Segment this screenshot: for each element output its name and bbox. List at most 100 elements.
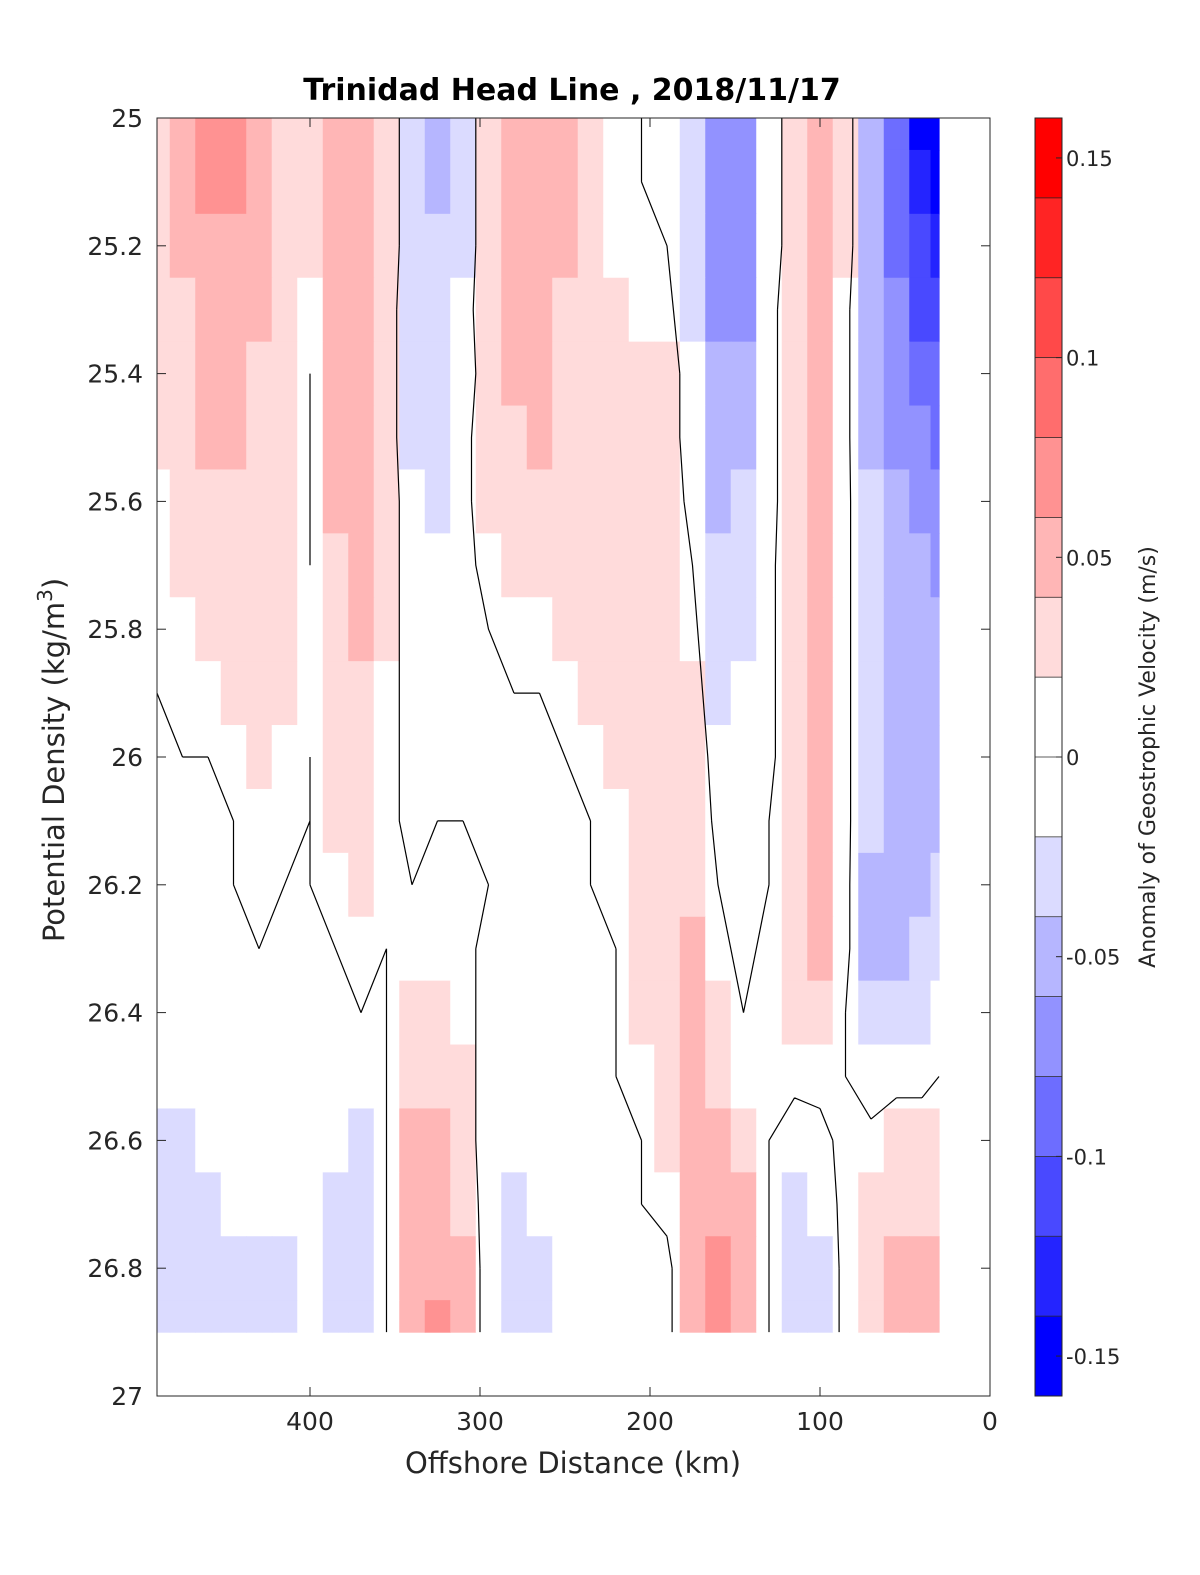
heatmap-cell <box>322 1300 349 1333</box>
heatmap-cell <box>883 341 910 407</box>
heatmap-cell <box>399 213 426 279</box>
heatmap-cell <box>246 469 273 534</box>
heatmap-cell <box>654 1108 681 1173</box>
heatmap-cell <box>450 725 477 790</box>
heatmap-cell <box>450 533 477 598</box>
heatmap-cell <box>577 469 604 534</box>
heatmap-cell <box>246 1108 273 1173</box>
heatmap-cell <box>220 341 247 407</box>
heatmap-cell <box>424 852 451 918</box>
heatmap-cell <box>781 1236 808 1301</box>
heatmap-cell <box>220 1300 247 1333</box>
heatmap-cell <box>628 277 655 343</box>
heatmap-cell <box>832 916 859 982</box>
heatmap-cell <box>679 1044 706 1110</box>
heatmap-cell <box>781 341 808 407</box>
heatmap-cell <box>399 725 426 790</box>
heatmap-cell <box>157 149 171 215</box>
heatmap-cell <box>603 277 630 343</box>
heatmap-cell <box>577 1300 604 1333</box>
heatmap-cell <box>157 661 171 726</box>
heatmap-cell <box>424 149 451 215</box>
heatmap-cell <box>628 213 655 279</box>
x-tick-label: 0 <box>982 1407 998 1436</box>
heatmap-cell <box>195 149 222 215</box>
heatmap-cell <box>679 852 706 918</box>
heatmap-cell <box>322 788 349 854</box>
heatmap-cell <box>322 852 349 918</box>
heatmap-cell <box>271 118 298 151</box>
heatmap-cell <box>730 469 757 534</box>
heatmap-cell <box>220 1236 247 1301</box>
heatmap-cell <box>807 1236 834 1301</box>
heatmap-cell <box>909 469 932 534</box>
heatmap-cell <box>832 469 859 534</box>
heatmap-cell <box>781 533 808 598</box>
colorbar-tick-label: -0.05 <box>1066 946 1120 970</box>
heatmap-cell <box>832 788 859 854</box>
heatmap-cell <box>930 341 940 407</box>
heatmap-cell <box>246 405 273 471</box>
heatmap-cell <box>654 980 681 1046</box>
heatmap-cell <box>297 1108 324 1173</box>
heatmap-cell <box>654 341 681 407</box>
heatmap-cell <box>577 661 604 726</box>
heatmap-cell <box>781 405 808 471</box>
heatmap-cell <box>807 661 834 726</box>
heatmap-cell <box>157 533 171 598</box>
heatmap-cell <box>756 469 783 534</box>
heatmap-cell <box>322 1236 349 1301</box>
heatmap-cell <box>475 533 502 598</box>
heatmap-cell <box>730 405 757 471</box>
heatmap-cell <box>628 661 655 726</box>
heatmap-cell <box>930 277 940 343</box>
x-tick-label: 200 <box>626 1407 674 1436</box>
heatmap-cell <box>807 533 834 598</box>
y-axis-label: Potential Density (kg/m3) <box>33 578 71 942</box>
heatmap-cell <box>373 533 400 598</box>
heatmap-cell <box>220 469 247 534</box>
heatmap-cell <box>322 341 349 407</box>
heatmap-cells <box>157 118 940 1333</box>
heatmap-cell <box>297 1236 324 1301</box>
heatmap-cell <box>526 341 553 407</box>
heatmap-cell <box>373 788 400 854</box>
heatmap-cell <box>348 469 375 534</box>
heatmap-cell <box>322 469 349 534</box>
colorbar-block <box>1035 1076 1062 1157</box>
heatmap-cell <box>450 980 477 1046</box>
heatmap-cell <box>424 725 451 790</box>
heatmap-cell <box>832 118 859 151</box>
heatmap-cell <box>858 533 885 598</box>
heatmap-cell <box>450 341 477 407</box>
heatmap-cell <box>603 597 630 662</box>
heatmap-cell <box>450 1044 477 1110</box>
heatmap-cell <box>577 725 604 790</box>
y-tick-label: 26 <box>111 743 143 772</box>
heatmap-cell <box>501 1108 528 1173</box>
heatmap-cell <box>883 788 910 854</box>
heatmap-cell <box>399 916 426 982</box>
heatmap-cell <box>858 277 885 343</box>
heatmap-cell <box>930 469 940 534</box>
heatmap-cell <box>157 1044 171 1110</box>
heatmap-cell <box>628 469 655 534</box>
heatmap-cell <box>930 788 940 854</box>
heatmap-cell <box>322 405 349 471</box>
heatmap-cell <box>756 1044 783 1110</box>
heatmap-cell <box>603 661 630 726</box>
heatmap-cell <box>730 341 757 407</box>
heatmap-cell <box>475 469 502 534</box>
heatmap-cell <box>246 341 273 407</box>
heatmap-cell <box>246 149 273 215</box>
heatmap-cell <box>909 277 932 343</box>
heatmap-cell <box>195 1300 222 1333</box>
heatmap-cell <box>526 1236 553 1301</box>
heatmap-cell <box>348 1236 375 1301</box>
heatmap-cell <box>930 118 940 151</box>
heatmap-cell <box>705 916 732 982</box>
heatmap-cell <box>883 149 910 215</box>
heatmap-cell <box>552 341 579 407</box>
heatmap-cell <box>603 149 630 215</box>
heatmap-cell <box>679 788 706 854</box>
